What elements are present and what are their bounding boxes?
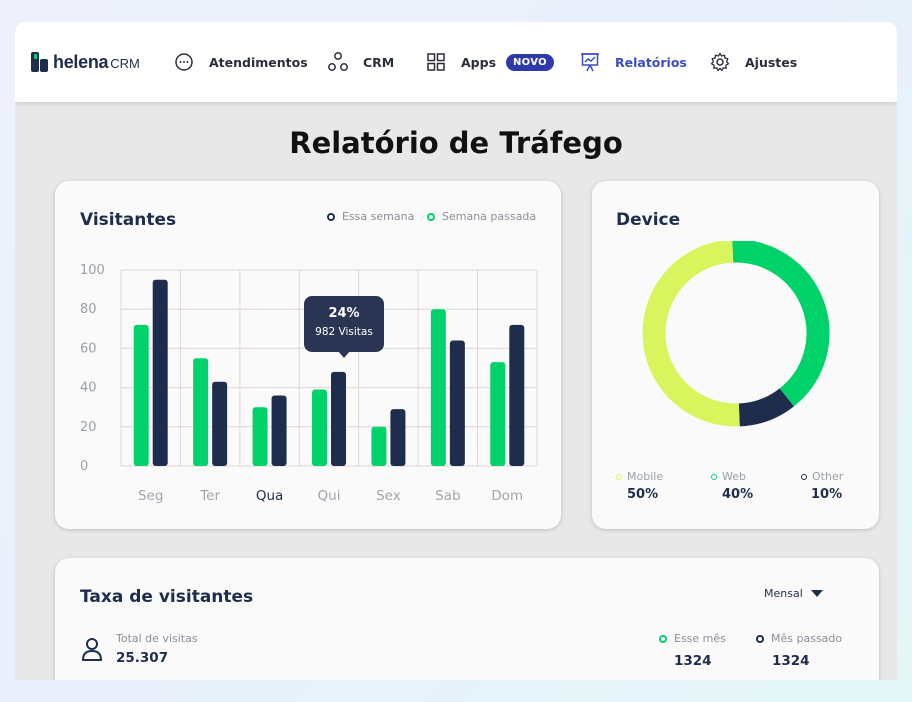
device-title: Device [616,210,681,230]
tooltip-visits: 982 Visitas [315,326,373,338]
nav-label: Relatórios [615,54,687,70]
last-month-text: Mês passado [771,632,843,645]
donut-slice-mobile[interactable] [642,241,740,427]
device-card: Device Mobile 50% Web 40% Other 10% [592,181,879,529]
y-tick-label: 80 [80,302,97,317]
device-value-mobile: 50% [627,487,659,502]
last-month-label: Mês passado [756,632,842,645]
donut-slice-web[interactable] [732,241,830,407]
last-month-value: 1324 [772,653,810,669]
gear-icon [709,51,731,73]
bar[interactable] [490,362,506,466]
bar[interactable] [449,340,465,466]
visitor-rate-title: Taxa de visitantes [80,587,254,607]
page-title: Relatório de Tráfego [289,126,623,160]
bar[interactable] [430,309,446,466]
y-tick-label: 20 [80,420,97,435]
device-value-other: 10% [811,487,843,502]
y-tick-label: 40 [80,381,97,396]
legend-dot-icon [616,473,622,480]
device-legend-other: Other [801,470,843,483]
this-month-value: 1324 [674,653,712,669]
brand-name: helena [53,51,109,72]
app-frame: helena CRM Atendimentos CRM Apps NOVO [15,22,897,680]
total-visits-label: Total de visitas [116,632,198,645]
x-tick-label: Seg [138,488,163,504]
device-legend-label: Web [722,470,746,483]
bar[interactable] [152,279,168,466]
visitor-rate-card: Taxa de visitantes Mensal Total de visit… [55,558,879,680]
period-dropdown[interactable]: Mensal [764,587,823,600]
x-tick-label: Sex [376,488,401,504]
period-dropdown-label: Mensal [764,587,803,600]
legend-dot-icon [427,212,435,221]
legend-label: Semana passada [442,210,537,223]
legend-dot-icon [659,634,667,643]
nav-relatorios[interactable]: Relatórios [579,50,687,74]
nav-crm[interactable]: CRM [327,50,394,74]
total-visits-value: 25.307 [116,650,169,666]
user-icon [81,637,103,665]
brand-suffix: CRM [110,56,140,71]
this-month-label: Esse mês [659,632,726,645]
x-tick-label: Qui [318,488,341,504]
device-legend-web: Web [711,470,746,483]
legend-dot-icon [756,634,764,643]
chart-tooltip: 24% 982 Visitas [304,296,384,358]
bar[interactable] [271,395,287,466]
bar[interactable] [390,409,406,466]
bar[interactable] [193,358,209,466]
donut-slice-other[interactable] [738,388,794,427]
nav-label: Apps [461,54,497,70]
brand-logo[interactable]: helena CRM [31,52,140,72]
caret-down-icon [810,590,823,597]
bar[interactable] [312,389,327,466]
nav-label: Atendimentos [209,54,308,70]
visitors-title: Visitantes [80,210,177,230]
bar[interactable] [212,381,228,466]
y-tick-label: 60 [80,341,97,356]
y-tick-label: 100 [80,263,105,278]
nav-apps[interactable]: Apps NOVO [425,50,554,74]
visitors-bar-chart: 0 20 40 60 80 100 Seg Ter Qua Qui Sex Sab Dom [80,263,538,504]
nodes-icon [327,51,349,73]
bar[interactable] [371,426,387,466]
top-navbar: helena CRM Atendimentos CRM Apps NOVO [15,22,897,102]
logo-mark-icon [31,52,49,72]
x-tick-label: Qua [256,488,283,504]
tooltip-percent: 24% [328,306,360,321]
device-donut-chart [642,241,830,427]
legend-last-week: Semana passada [427,210,536,223]
x-tick-label: Sab [435,488,460,504]
device-value-web: 40% [722,487,754,502]
legend-label: Essa semana [342,210,415,223]
x-tick-label: Dom [491,488,523,504]
device-legend-label: Mobile [627,470,664,483]
this-month-text: Esse mês [674,632,726,645]
y-tick-label: 0 [80,459,88,474]
device-legend-label: Other [812,470,844,483]
legend-dot-icon [801,473,807,480]
x-tick-label: Ter [199,488,220,504]
legend-dot-icon [711,473,717,480]
bar[interactable] [133,324,149,466]
visitors-card: Visitantes Essa semana Semana passada 0 2… [55,181,561,529]
bar[interactable] [252,407,268,466]
bar[interactable] [509,324,525,466]
bar[interactable] [331,371,346,466]
legend-this-week: Essa semana [327,210,414,223]
chat-bubble-icon [173,51,195,73]
nav-label: CRM [363,54,395,70]
nav-label: Ajustes [745,54,798,70]
grid-icon [425,51,447,73]
device-legend-mobile: Mobile [616,470,663,483]
presentation-chart-icon [579,51,601,73]
nav-ajustes[interactable]: Ajustes [709,50,797,74]
new-badge: NOVO [506,53,554,71]
legend-dot-icon [327,212,335,221]
nav-atendimentos[interactable]: Atendimentos [173,50,308,74]
